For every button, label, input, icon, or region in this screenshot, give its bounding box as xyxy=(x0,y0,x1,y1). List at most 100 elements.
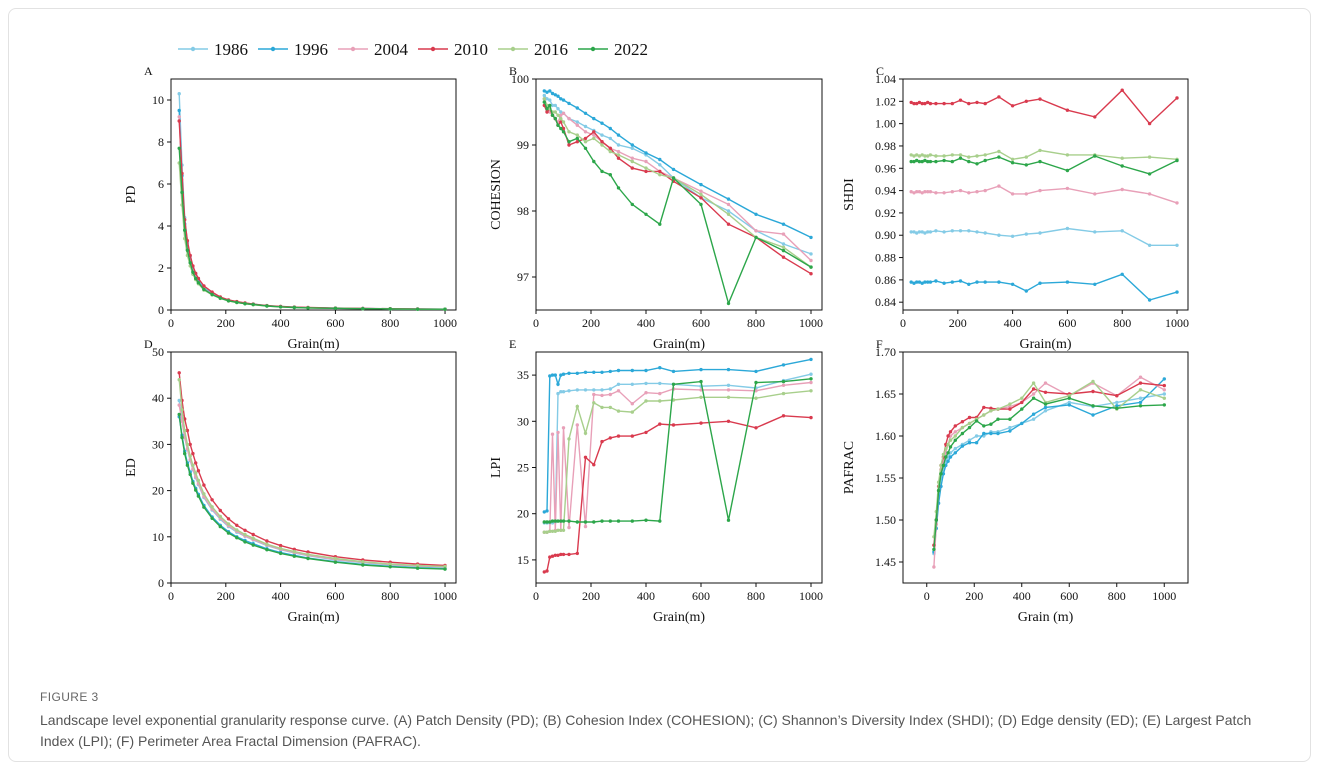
data-point xyxy=(550,91,555,96)
data-point xyxy=(726,212,731,216)
data-point xyxy=(1043,405,1048,410)
data-point xyxy=(912,230,916,234)
data-point xyxy=(545,530,549,534)
y-tick-label: 20 xyxy=(152,484,164,498)
data-point xyxy=(542,510,546,514)
data-point xyxy=(912,281,916,285)
x-tick-label: 800 xyxy=(747,316,765,330)
data-point xyxy=(975,190,979,194)
y-tick-label: 10 xyxy=(152,93,164,107)
data-point xyxy=(235,523,239,527)
data-point xyxy=(542,97,546,101)
series-2004 xyxy=(542,97,813,263)
data-point xyxy=(967,101,971,106)
series-2022 xyxy=(177,146,447,311)
x-axis-label: Grain(m) xyxy=(653,610,705,625)
data-point xyxy=(583,124,588,129)
data-point xyxy=(1008,404,1012,409)
data-point xyxy=(202,505,206,509)
data-point xyxy=(600,405,604,410)
data-point xyxy=(306,556,310,561)
data-point xyxy=(915,280,919,284)
y-tick-label: 50 xyxy=(152,345,164,359)
data-point xyxy=(1120,156,1124,160)
series-2016 xyxy=(542,389,813,534)
panel-E: E 0 200 400 600 800 1000 15 20 25 30 35 Grain(m) LPI xyxy=(489,337,823,625)
data-point xyxy=(920,153,924,157)
data-point xyxy=(781,248,786,253)
data-point xyxy=(550,529,555,533)
data-point xyxy=(553,519,557,523)
data-point xyxy=(1010,234,1015,238)
data-point xyxy=(1138,375,1143,379)
data-point xyxy=(809,258,813,263)
x-tick-label: 800 xyxy=(1108,589,1126,603)
data-point xyxy=(188,442,192,447)
data-point xyxy=(926,280,930,284)
data-point xyxy=(915,158,919,163)
data-point xyxy=(781,379,786,384)
data-point xyxy=(958,279,963,283)
data-point xyxy=(592,136,596,141)
data-point xyxy=(548,98,552,102)
data-point xyxy=(226,522,231,526)
x-tick-label: 600 xyxy=(326,316,344,330)
x-tick-label: 1000 xyxy=(433,589,457,603)
figure-svg: 1986 1996 2004 2010 2016 2022 A0 200 400 600 800 1… xyxy=(124,40,1189,625)
x-tick-label: 600 xyxy=(326,589,344,603)
data-point xyxy=(658,222,662,226)
data-point xyxy=(559,120,563,124)
data-point xyxy=(561,528,566,532)
x-axis-label: Grain(m) xyxy=(653,337,705,352)
data-point xyxy=(243,528,247,532)
data-point xyxy=(548,555,552,559)
data-point xyxy=(1138,381,1143,385)
data-point xyxy=(265,304,269,308)
data-point xyxy=(361,563,365,567)
data-point xyxy=(583,520,588,524)
data-point xyxy=(928,190,933,194)
panel-letter: B xyxy=(509,64,517,78)
data-point xyxy=(1031,417,1036,421)
data-point xyxy=(920,159,924,164)
data-point xyxy=(600,388,604,392)
data-point xyxy=(548,520,552,524)
series-line-1986 xyxy=(543,95,812,255)
data-point xyxy=(559,519,563,523)
data-point xyxy=(1175,290,1179,294)
data-point xyxy=(592,370,596,374)
data-point xyxy=(809,235,813,240)
data-point xyxy=(278,546,283,551)
y-tick-label: 8 xyxy=(158,135,164,149)
series-2022 xyxy=(909,154,1179,176)
data-point xyxy=(630,202,634,207)
data-point xyxy=(644,381,648,386)
data-point xyxy=(934,191,938,195)
series-line-2022 xyxy=(178,414,446,570)
y-tick-label: 1.70 xyxy=(875,345,896,359)
data-point xyxy=(996,431,1000,436)
data-point xyxy=(575,404,579,409)
data-point xyxy=(658,381,662,386)
data-point xyxy=(226,299,231,303)
data-point xyxy=(920,281,924,285)
data-point xyxy=(926,154,930,158)
data-point xyxy=(194,271,198,275)
data-point xyxy=(958,156,963,160)
data-point xyxy=(726,209,731,213)
data-point xyxy=(928,159,933,164)
data-point xyxy=(333,306,338,310)
x-tick-label: 800 xyxy=(747,589,765,603)
data-point xyxy=(559,390,563,394)
data-point xyxy=(210,505,214,509)
data-point xyxy=(583,136,588,141)
data-point xyxy=(592,130,596,134)
y-tick-label: 35 xyxy=(517,368,529,382)
series-line-2022 xyxy=(911,155,1178,175)
data-point xyxy=(443,564,447,569)
data-point xyxy=(944,463,948,468)
data-point xyxy=(592,520,596,524)
x-tick-label: 1000 xyxy=(799,589,823,603)
data-point xyxy=(306,550,310,554)
series-2022 xyxy=(932,396,1167,552)
